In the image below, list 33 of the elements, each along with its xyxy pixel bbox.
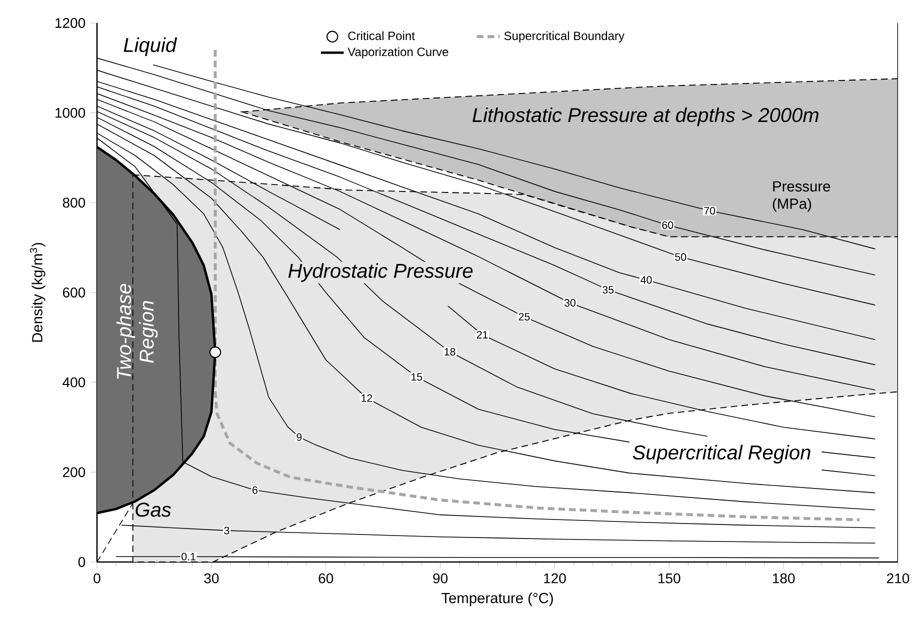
annotation: Two-phase Region: [116, 284, 158, 379]
x-tick-label: 210: [887, 573, 910, 584]
y-axis-title: Density (kg/m$^{3}$): [30, 242, 46, 342]
x-tick-label: 150: [658, 573, 680, 584]
y-tick-label: 400: [62, 377, 86, 388]
legend-label: Vaporization Curve: [348, 47, 448, 59]
legend-label: Critical Point: [348, 31, 415, 40]
series-label: 6: [252, 486, 258, 494]
series-label: 3: [224, 526, 230, 534]
y-tick-label: 800: [62, 198, 86, 208]
y-tick-label: 200: [62, 467, 86, 478]
series-label: 9: [296, 433, 302, 441]
annotation: Lithostatic Pressure at depths > 2000m: [472, 107, 818, 126]
y-tick-label: 0: [78, 557, 86, 567]
x-tick-label: 0: [94, 573, 100, 584]
x-tick-label: 60: [318, 573, 334, 584]
x-axis-title: Temperature (°C): [442, 592, 553, 606]
y-tick-label: 600: [62, 288, 86, 298]
point: [209, 346, 222, 358]
series-label: 50: [675, 253, 686, 261]
line-series: [214, 48, 861, 522]
x-tick-label: 90: [433, 573, 448, 584]
x-tick-label: 180: [772, 573, 795, 584]
annotation: Liquid: [124, 37, 178, 56]
y-tick-label: 1200: [56, 18, 86, 28]
annotation: Hydrostatic Pressure: [288, 263, 473, 282]
y-tick-label: 1000: [56, 108, 86, 118]
x-tick-label: 120: [544, 573, 566, 584]
x-tick-label: 30: [204, 573, 219, 584]
legend-label: Supercritical Boundary: [504, 31, 624, 42]
annotation: Pressure (MPa): [772, 181, 830, 212]
annotation: Supercritical Region: [632, 444, 810, 464]
annotation: Gas: [136, 502, 171, 517]
